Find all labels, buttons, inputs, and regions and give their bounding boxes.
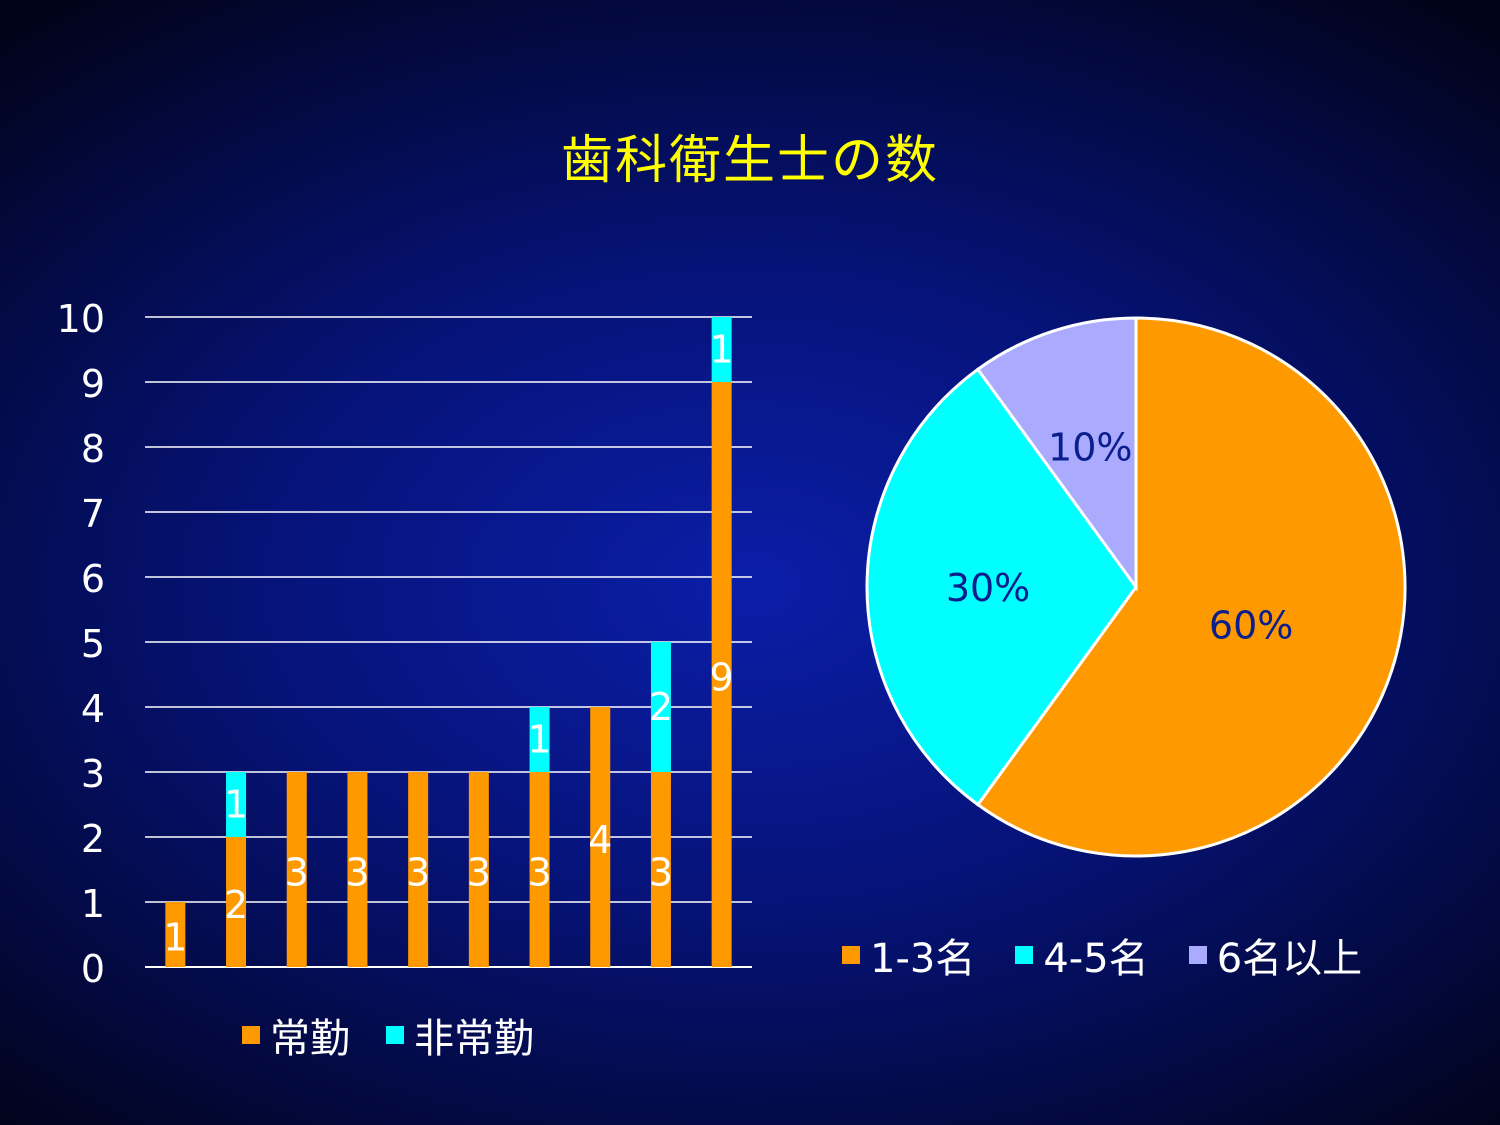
- y-tick-label: 1: [81, 882, 105, 926]
- bar-parttime: [650, 642, 671, 772]
- bar-fulltime: [226, 837, 247, 967]
- pie-slice: [975, 316, 1407, 858]
- data-label-fulltime: 2: [224, 883, 248, 927]
- legend-swatch-6-plus: [1188, 946, 1207, 964]
- bar-fulltime: [711, 382, 732, 967]
- y-tick-label: 9: [81, 362, 105, 406]
- data-label-fulltime: 1: [163, 916, 187, 960]
- data-label-fulltime: 3: [345, 851, 369, 895]
- pie-slice: [975, 316, 1138, 592]
- bar-fulltime: [590, 707, 611, 967]
- pie-slice-label: 10%: [1048, 425, 1132, 469]
- legend-swatch-4-5: [1015, 946, 1034, 964]
- y-tick-label: 0: [81, 947, 105, 991]
- legend-label-4-5: 4-5名: [1043, 936, 1149, 982]
- bar-fulltime: [650, 772, 671, 967]
- pie-slice-label: 30%: [946, 566, 1030, 610]
- data-label-fulltime: 3: [649, 851, 673, 895]
- y-tick-label: 6: [81, 557, 105, 601]
- data-label-fulltime: 3: [467, 851, 491, 895]
- bar-fulltime: [529, 772, 550, 967]
- chart-title: 歯科衛生士の数: [560, 131, 939, 191]
- data-label-parttime: 1: [527, 718, 551, 762]
- y-tick-label: 3: [81, 752, 105, 796]
- bar-fulltime: [468, 772, 489, 967]
- legend-label-1-3: 1-3名: [870, 936, 976, 982]
- bar-parttime: [226, 772, 247, 837]
- data-label-fulltime: 4: [588, 818, 612, 862]
- bar-fulltime: [286, 772, 307, 967]
- y-tick-label: 10: [57, 297, 105, 341]
- legend-swatch-fulltime: [242, 1026, 260, 1044]
- pie-slice-label: 60%: [1209, 603, 1293, 647]
- pie-slice: [865, 367, 1138, 807]
- bar-fulltime: [408, 772, 429, 967]
- y-tick-label: 4: [81, 687, 105, 731]
- y-tick-label: 8: [81, 427, 105, 471]
- bar-chart-legend: 常勤 非常勤: [242, 1006, 570, 1064]
- legend-label-fulltime: 常勤: [270, 1016, 350, 1062]
- legend-item-fulltime: 常勤: [242, 1006, 350, 1064]
- pie-chart-legend: 1-3名 4-5名 6名以上: [842, 926, 1402, 984]
- data-label-parttime: 2: [649, 685, 673, 729]
- bar-fulltime: [347, 772, 368, 967]
- legend-item-4-5: 4-5名: [1015, 926, 1149, 984]
- legend-item-parttime: 非常勤: [386, 1006, 534, 1064]
- bar-parttime: [711, 317, 732, 382]
- legend-label-6-plus: 6名以上: [1216, 936, 1363, 982]
- y-tick-label: 2: [81, 817, 105, 861]
- y-tick-label: 5: [81, 622, 105, 666]
- data-label-parttime: 1: [710, 328, 734, 372]
- data-label-fulltime: 9: [710, 656, 734, 700]
- data-label-fulltime: 3: [406, 851, 430, 895]
- data-label-fulltime: 3: [527, 851, 551, 895]
- legend-item-1-3: 1-3名: [842, 926, 975, 984]
- data-label-parttime: 1: [224, 783, 248, 827]
- data-label-fulltime: 3: [285, 851, 309, 895]
- bar-parttime: [529, 707, 550, 772]
- legend-label-parttime: 非常勤: [414, 1016, 534, 1062]
- bar-fulltime: [165, 902, 186, 967]
- legend-item-6-plus: 6名以上: [1188, 926, 1363, 984]
- y-tick-label: 7: [81, 492, 105, 536]
- legend-swatch-parttime: [386, 1026, 404, 1044]
- legend-swatch-1-3: [842, 946, 860, 964]
